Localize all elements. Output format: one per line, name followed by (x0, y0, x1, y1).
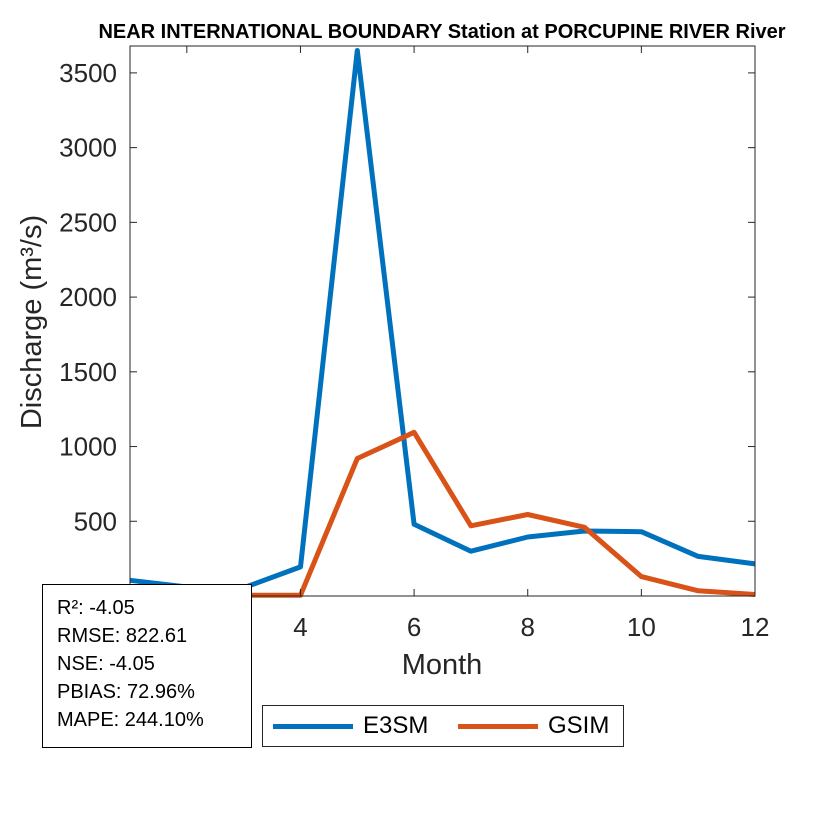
nse-value: NSE: -4.05 (57, 653, 155, 675)
tick-layer: 4 6 8 10 12 500 1000 1500 2000 2500 3000 3500 (59, 46, 769, 642)
series-line-gsim (129, 429, 756, 598)
legend-item-gsim: GSIM (458, 706, 609, 746)
y-tick-label: 500 (74, 506, 117, 536)
chart-title: NEAR INTERNATIONAL BOUNDARY Station at P… (98, 21, 785, 43)
x-tick-label: 10 (627, 612, 656, 642)
x-tick-label: 12 (741, 612, 770, 642)
legend-label-e3sm: E3SM (363, 712, 429, 739)
y-tick-label: 1000 (59, 432, 117, 462)
legend: E3SM GSIM (262, 705, 624, 747)
plot-frame (129, 45, 756, 597)
y-axis-label: Discharge (m³/s) (16, 215, 48, 429)
series-layer (129, 48, 756, 598)
x-axis-label: Month (402, 649, 483, 681)
y-tick-label: 2500 (59, 207, 117, 237)
y-tick-label: 3000 (59, 133, 117, 163)
pbias-value: PBIAS: 72.96% (57, 681, 195, 703)
x-tick-label: 6 (407, 612, 421, 642)
legend-label-gsim: GSIM (548, 712, 610, 739)
legend-item-e3sm: E3SM (273, 706, 428, 746)
metrics-box: R²: -4.05 RMSE: 822.61 NSE: -4.05 PBIAS:… (42, 584, 252, 748)
mape-value: MAPE: 244.10% (57, 709, 204, 731)
y-tick-label: 3500 (59, 58, 117, 88)
x-tick-label: 4 (293, 612, 307, 642)
legend-swatch-e3sm (273, 723, 353, 729)
rmse-value: RMSE: 822.61 (57, 625, 188, 647)
y-tick-label: 1500 (59, 357, 117, 387)
legend-swatch-gsim (458, 723, 538, 729)
x-tick-label: 8 (520, 612, 534, 642)
r2-value: R²: -4.05 (57, 597, 135, 619)
series-line-e3sm (129, 48, 756, 591)
y-tick-label: 2000 (59, 282, 117, 312)
